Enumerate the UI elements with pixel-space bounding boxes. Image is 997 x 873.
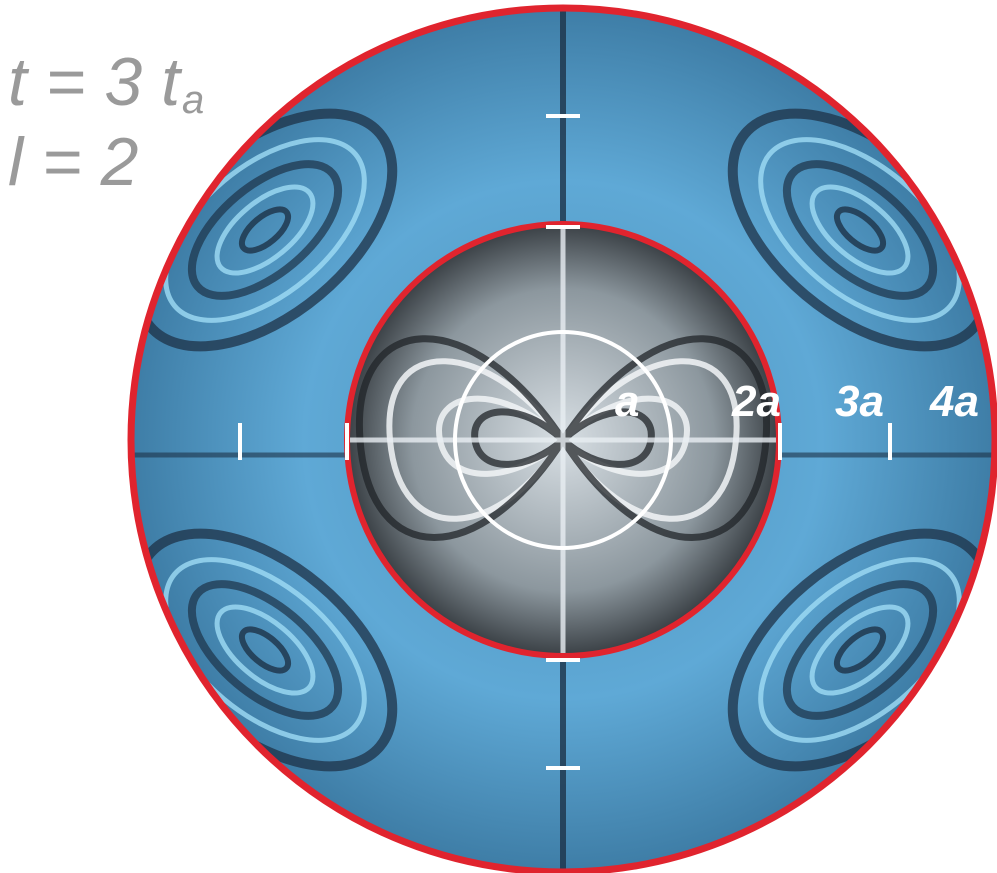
radius-a-circle [453,330,673,550]
mode-annotation: l = 2 [8,124,139,200]
radius-label-2a: 2a [732,377,781,426]
radius-label-4a: 4a [930,377,979,426]
time-label: t = 3 t [8,44,180,120]
time-subscript: a [182,78,205,122]
vortex-top-right [727,108,993,352]
outer-boundary-ring [127,4,997,873]
core-streamlines [347,224,779,656]
radius-label-a: a [615,377,640,426]
radius-markers [238,114,892,770]
time-annotation: t = 3 ta [8,48,204,120]
radius-label-3a: 3a [835,377,884,426]
